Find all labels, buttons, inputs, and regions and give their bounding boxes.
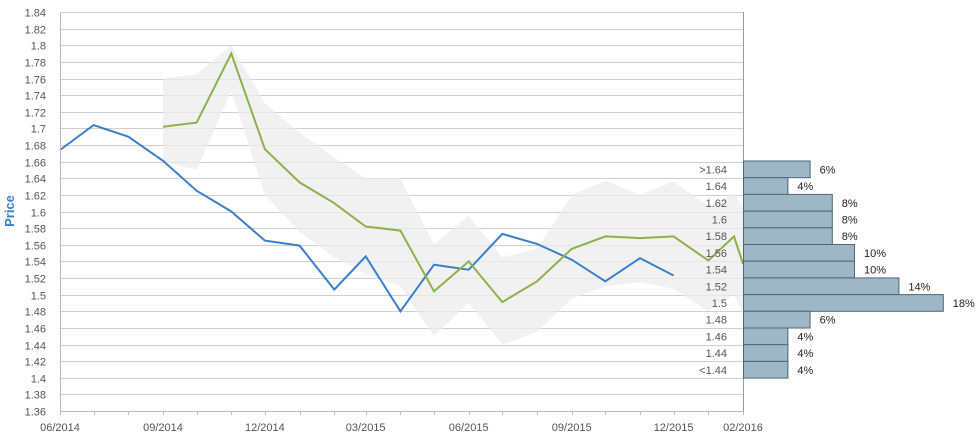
y-tick-label: 1.56 xyxy=(25,241,46,253)
y-tick-label: 1.72 xyxy=(25,108,46,120)
forecast-price-line xyxy=(162,51,744,304)
historical-price-line xyxy=(59,123,675,314)
distribution-bin-label: 1.56 xyxy=(706,248,727,260)
y-tick-label: 1.62 xyxy=(25,191,46,203)
distribution-bar xyxy=(743,244,855,262)
distribution-bin-label: <1.44 xyxy=(699,365,727,377)
y-tick-label: 1.42 xyxy=(25,357,46,369)
distribution-value-label: 10% xyxy=(864,248,886,260)
distribution-value-label: 4% xyxy=(797,331,813,343)
x-tick-label: 12/2015 xyxy=(654,422,694,434)
distribution-bar xyxy=(743,160,811,179)
distribution-bar xyxy=(743,260,855,279)
distribution-bin-label: 1.62 xyxy=(706,198,727,210)
distribution-value-label: 6% xyxy=(820,164,836,176)
y-tick-label: 1.8 xyxy=(31,41,46,53)
y-tick-label: 1.64 xyxy=(25,174,46,186)
distribution-value-label: 18% xyxy=(953,298,975,310)
distribution-bin-label: 1.48 xyxy=(706,315,727,327)
distribution-bar xyxy=(743,193,833,212)
distribution-bin-label: 1.5 xyxy=(712,298,727,310)
distribution-bar xyxy=(743,310,811,329)
y-tick-label: 1.78 xyxy=(25,58,46,70)
distribution-value-label: 4% xyxy=(797,365,813,377)
y-tick-label: 1.48 xyxy=(25,307,46,319)
x-tick-label: 03/2015 xyxy=(346,422,386,434)
distribution-bin-label: 1.52 xyxy=(706,281,727,293)
y-tick-label: 1.66 xyxy=(25,158,46,170)
distribution-bar xyxy=(743,177,789,195)
x-tick-label: 09/2014 xyxy=(143,422,183,434)
y-tick-label: 1.46 xyxy=(25,324,46,336)
y-tick-label: 1.68 xyxy=(25,141,46,153)
distribution-bar xyxy=(743,294,944,312)
y-tick-label: 1.38 xyxy=(25,390,46,402)
distribution-bin-label: 1.64 xyxy=(706,181,727,193)
distribution-value-label: 8% xyxy=(842,214,858,226)
y-tick-label: 1.6 xyxy=(31,208,46,220)
distribution-bar xyxy=(743,277,900,296)
distribution-bin-label: >1.64 xyxy=(699,164,727,176)
forecast-range-band xyxy=(163,45,743,345)
distribution-value-label: 8% xyxy=(842,198,858,210)
distribution-histogram: >1.64 6% 1.64 4% 1.62 8% 1.6 8% 1.58 8% 1.56 10% 1.5… xyxy=(699,160,975,379)
y-tick-label: 1.36 xyxy=(25,407,46,419)
distribution-bar xyxy=(743,327,789,346)
distribution-bin-label: 1.44 xyxy=(706,348,727,360)
x-tick-label: 06/2014 xyxy=(40,422,80,434)
y-tick-label: 1.52 xyxy=(25,274,46,286)
y-tick-label: 1.82 xyxy=(25,25,46,37)
distribution-bin-label: 1.58 xyxy=(706,231,727,243)
distribution-value-label: 4% xyxy=(797,181,813,193)
forecast-range-area xyxy=(163,45,743,345)
distribution-bin-label: 1.6 xyxy=(712,214,727,226)
y-tick-label: 1.58 xyxy=(25,224,46,236)
distribution-value-label: 4% xyxy=(797,348,813,360)
x-tick-label: 02/2016 xyxy=(723,422,763,434)
distribution-bar xyxy=(743,227,833,246)
distribution-value-label: 8% xyxy=(842,231,858,243)
y-axis-title: Price xyxy=(2,195,17,227)
distribution-bar xyxy=(743,210,833,229)
distribution-bar xyxy=(743,360,789,379)
y-axis: 1.36 1.38 1.4 1.42 1.44 1.46 1.48 1.5 1.52 1.54 1.… xyxy=(25,8,61,419)
x-tick-label: 12/2014 xyxy=(245,422,285,434)
y-tick-label: 1.84 xyxy=(25,8,46,20)
y-tick-label: 1.54 xyxy=(25,257,46,269)
x-tick-label: 09/2015 xyxy=(552,422,592,434)
y-tick-label: 1.7 xyxy=(31,124,46,136)
y-tick-label: 1.74 xyxy=(25,91,46,103)
y-tick-label: 1.76 xyxy=(25,75,46,87)
distribution-value-label: 6% xyxy=(820,315,836,327)
distribution-bar xyxy=(743,344,789,362)
distribution-bin-label: 1.46 xyxy=(706,331,727,343)
distribution-value-label: 10% xyxy=(864,265,886,277)
distribution-bin-label: 1.54 xyxy=(706,265,727,277)
y-tick-label: 1.4 xyxy=(31,374,46,386)
x-tick-label: 06/2015 xyxy=(449,422,489,434)
distribution-value-label: 14% xyxy=(908,281,930,293)
y-tick-label: 1.44 xyxy=(25,341,46,353)
series-lines xyxy=(59,51,744,314)
y-tick-label: 1.5 xyxy=(31,291,46,303)
